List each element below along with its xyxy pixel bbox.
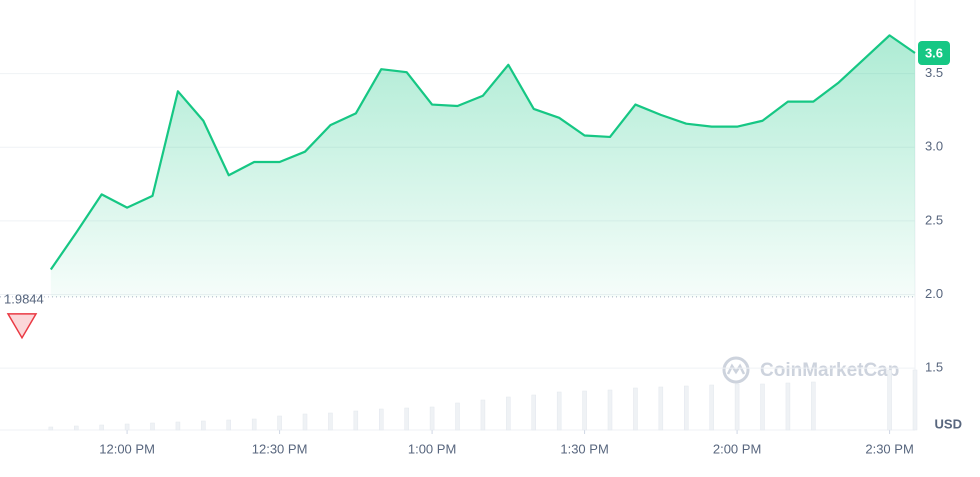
volume-bar: [607, 389, 613, 431]
price-line: [49, 34, 916, 271]
volume-bar: [226, 419, 231, 431]
y-tick-label: 3.0: [925, 139, 943, 154]
x-tick-label: 2:30 PM: [865, 441, 913, 456]
x-tick-label: 1:00 PM: [408, 441, 456, 456]
volume-bar: [658, 386, 664, 431]
y-tick-label: 3.5: [925, 65, 943, 80]
volume-bar: [48, 426, 54, 431]
x-tick-label: 1:30 PM: [560, 441, 608, 456]
baseline-marker: [6, 313, 38, 340]
volume-bar: [251, 418, 257, 431]
volume-bar: [74, 425, 79, 431]
x-tick-label: 12:30 PM: [252, 441, 308, 456]
volume-bar: [531, 394, 536, 431]
watermark: CoinMarketCap: [722, 356, 899, 384]
volume-bar: [506, 396, 511, 431]
volume-bar: [887, 369, 892, 431]
volume-bar: [912, 369, 918, 431]
currency-label: USD: [935, 416, 962, 431]
volume-bar: [150, 422, 155, 431]
y-tick-label: 1.5: [925, 360, 943, 375]
volume-bar: [582, 390, 587, 431]
y-tick-label: 2.5: [925, 212, 943, 227]
volume-bar: [811, 381, 816, 431]
volume-bar: [277, 415, 282, 431]
x-tick-label: 2:00 PM: [713, 441, 761, 456]
y-tick-label: 2.0: [925, 286, 943, 301]
price-area: [50, 35, 916, 297]
price-badge: [918, 41, 950, 66]
volume-bar: [175, 421, 181, 431]
volume-bar: [328, 412, 333, 431]
volume-bar: [734, 383, 740, 431]
volume-bar: [302, 413, 308, 431]
baseline-label: 1.9844: [4, 291, 44, 306]
watermark-text: CoinMarketCap: [760, 360, 899, 381]
volume-bar: [684, 385, 689, 431]
volume-bar: [429, 406, 435, 431]
volume-bar: [455, 402, 460, 431]
volume-bar: [785, 382, 791, 431]
volume-bar: [379, 408, 384, 431]
volume-bar: [480, 399, 486, 431]
volume-bar: [556, 391, 562, 431]
volume-bar: [709, 384, 714, 431]
volume-bar: [353, 410, 359, 431]
price-badge-label: 3.6: [925, 45, 943, 60]
volume-bar: [404, 407, 409, 431]
volume-bar: [633, 387, 638, 431]
volume-bar: [760, 383, 765, 431]
volume-bar: [99, 424, 104, 431]
x-tick-label: 12:00 PM: [99, 441, 155, 456]
volume-bar: [201, 420, 206, 431]
volume-bar: [124, 423, 130, 431]
